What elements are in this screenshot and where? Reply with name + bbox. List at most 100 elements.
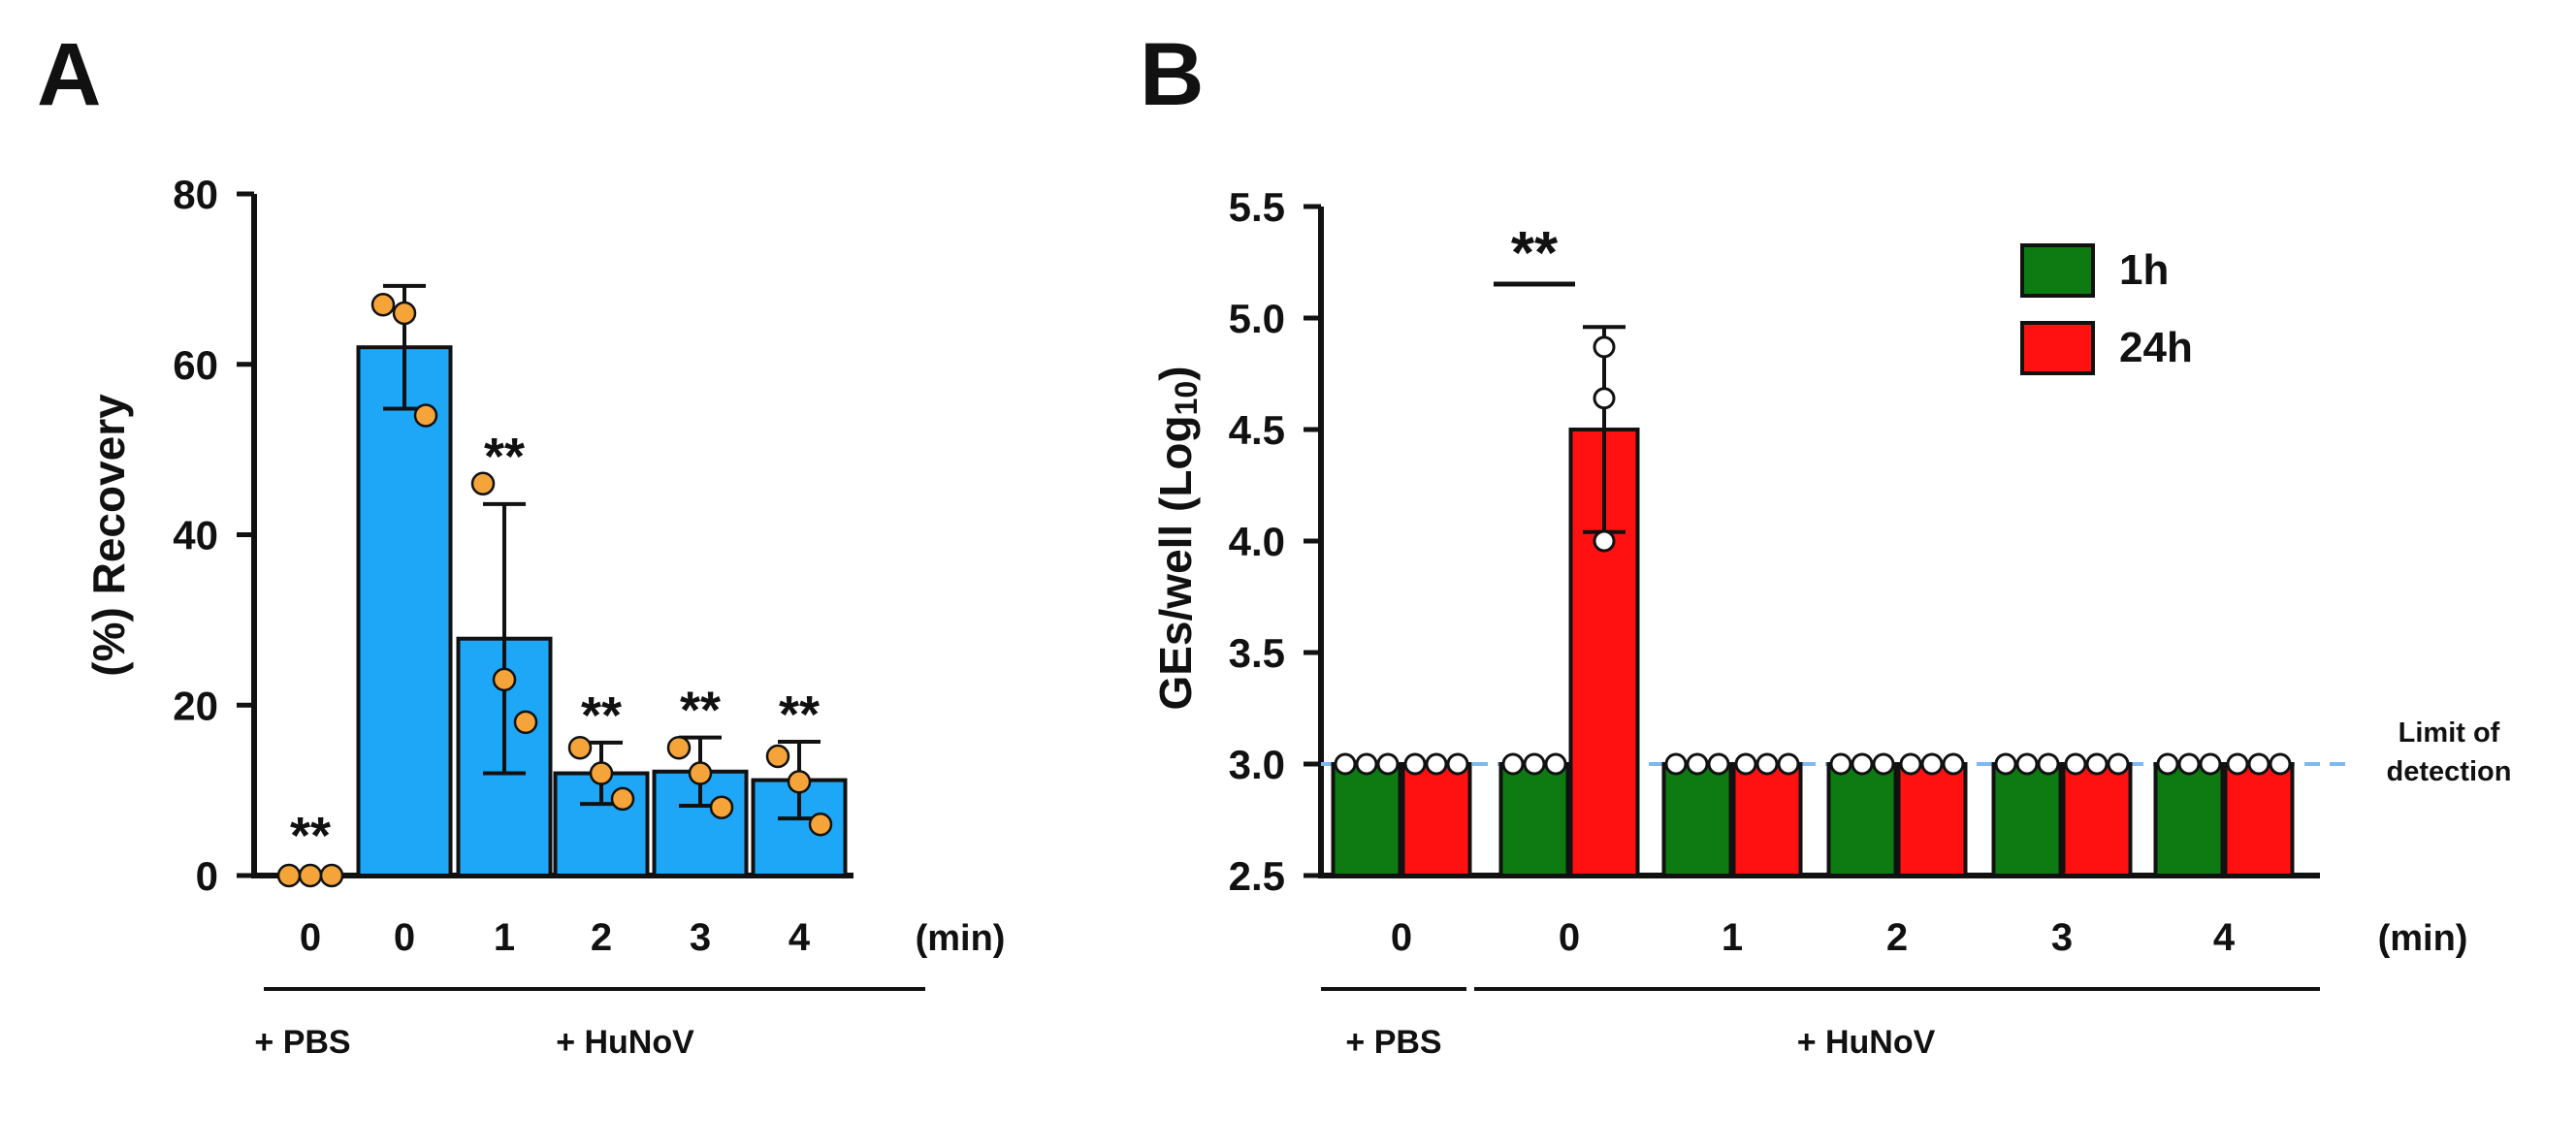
panel-b-y-tick-label: 5.5 (1229, 184, 1285, 230)
panel-b-bar-1h (1661, 762, 1733, 877)
panel-a-data-point (392, 301, 417, 326)
panel-a-data-point (319, 863, 344, 888)
panel-b-x-tick-label: 4 (2213, 916, 2236, 959)
panel-b-bar-1h (1991, 762, 2063, 877)
panel-b-group-label: + HuNoV (1797, 1024, 1936, 1061)
panel-b-data-point (2199, 752, 2222, 776)
panel-b-data-point (1829, 752, 1852, 776)
panel-b-y-tick-label: 3.0 (1229, 742, 1285, 787)
panel-a-y-tick-label: 80 (173, 172, 218, 217)
legend-swatch-24h (2020, 321, 2095, 375)
panel-b-data-point (2015, 752, 2039, 776)
panel-b-x-tick-label: 3 (2051, 916, 2073, 959)
panel-b-data-point (1355, 752, 1378, 776)
lod-label-line1: Limit of (2399, 718, 2500, 749)
panel-b-x-tick-label: 2 (1886, 916, 1908, 959)
panel-a-group-label: + HuNoV (556, 1024, 694, 1061)
panel-b-significance: ** (1494, 220, 1575, 287)
panel-b-x-tick-label: 1 (1722, 916, 1743, 959)
panel-b-data-point (1899, 752, 1922, 776)
panel-b-significance-mark: ** (1511, 220, 1559, 287)
panel-a-significance-mark: ** (779, 686, 820, 744)
panel-a-points (276, 292, 833, 888)
panel-b-data-point (2156, 752, 2179, 776)
panel-b-data-point (2269, 752, 2292, 776)
panel-b-groups: + PBS + HuNoV (1321, 987, 2320, 1061)
panel-a-data-point (470, 471, 496, 496)
panel-b-bar-24h (1401, 762, 1472, 877)
panel-b-y-tick-label: 2.5 (1229, 853, 1285, 899)
panel-b-y-ticks: 2.5 3.0 3.5 4.0 4.5 5.0 5.5 (1229, 184, 1321, 899)
panel-a-x-tick-label: 3 (690, 916, 711, 959)
panel-b-bar-1h (1331, 762, 1402, 877)
panel-b-y-tick-label: 4.0 (1229, 519, 1285, 564)
panel-a-x-tick-label: 2 (591, 916, 612, 959)
panel-b-bar-24h (2223, 762, 2295, 877)
panel-b-bars (1331, 428, 2295, 877)
panel-a-data-point (808, 813, 833, 837)
panel-b-data-point (1734, 752, 1757, 776)
panel-b-data-point (1334, 752, 1357, 776)
panel-a-x-tick-label: 4 (789, 916, 811, 959)
legend-swatch-1h (2020, 243, 2095, 298)
panel-a-data-point (276, 863, 302, 888)
panel-b-data-point (1523, 752, 1546, 776)
panel-b-data-point (1707, 752, 1730, 776)
panel-b-data-point (1501, 752, 1525, 776)
panel-b-data-point (2107, 752, 2130, 776)
panel-a-data-point (567, 735, 593, 760)
panel-b-data-point (1593, 529, 1616, 553)
panel-a-data-point (298, 863, 323, 888)
panel-a-x-tick-labels: 0 0 1 2 3 4 (300, 916, 811, 959)
panel-a-data-point (370, 292, 396, 317)
panel-a-letter: A (37, 25, 101, 124)
panel-a-y-tick-label: 20 (173, 683, 218, 728)
panel-a-y-tick-label: 60 (173, 342, 218, 388)
panel-b-data-point (1593, 335, 1616, 359)
panel-a-data-point (688, 761, 713, 785)
panel-b-data-point (2177, 752, 2201, 776)
panel-a-data-point (413, 403, 438, 428)
panel-b-data-point (1403, 752, 1427, 776)
panel-a-data-point (666, 735, 692, 760)
panel-b-data-point (1851, 752, 1874, 776)
panel-a-significance-mark: ** (680, 682, 721, 740)
panel-b-points (1334, 335, 2292, 776)
panel-b-x-tick-label: 0 (1391, 916, 1412, 959)
panel-b-data-point (2085, 752, 2109, 776)
panel-a-data-point (589, 761, 614, 785)
panel-b-data-point (1664, 752, 1688, 776)
panel-b-data-point (2037, 752, 2060, 776)
panel-a-y-label: (%) Recovery (83, 394, 134, 677)
panel-b-letter: B (1140, 25, 1204, 124)
panel-b-bar-24h (2061, 762, 2133, 877)
panel-b-data-point (1446, 752, 1469, 776)
panel-a-x-tick-label: 0 (300, 916, 321, 959)
panel-b-data-point (1425, 752, 1448, 776)
panel-b-data-point (1920, 752, 1944, 776)
panel-b-data-point (1872, 752, 1895, 776)
panel-b-data-point (2226, 752, 2249, 776)
panel-b-x-tick-label: 0 (1559, 916, 1580, 959)
panel-b-y-tick-label: 4.5 (1229, 407, 1285, 453)
panel-b: B GEs/well (Log10) (min) Limit of detect… (1140, 25, 2511, 1061)
panel-a-data-point (610, 786, 635, 812)
panel-a-groups: + PBS + HuNoV (254, 987, 925, 1061)
panel-b-bar-1h (1826, 762, 1898, 877)
panel-b-data-point (1544, 752, 1567, 776)
panel-b-y-tick-label: 3.5 (1229, 630, 1285, 676)
panel-a-y-ticks: 0 20 40 60 80 (173, 172, 254, 899)
lod-label-line2: detection (2387, 756, 2512, 787)
panel-a-significance-mark: ** (484, 428, 525, 486)
panel-b-data-point (1755, 752, 1779, 776)
legend: 1h 24h (2020, 243, 2193, 375)
panel-a-data-point (513, 710, 538, 735)
panel-b-data-point (1593, 387, 1616, 410)
panel-a-data-point (787, 770, 812, 794)
panel-b-group-label: + PBS (1345, 1024, 1441, 1061)
legend-label-1h: 1h (2119, 246, 2169, 294)
panel-a-group-label: + PBS (254, 1024, 350, 1061)
panel-a-x-tick-label: 1 (494, 916, 515, 959)
